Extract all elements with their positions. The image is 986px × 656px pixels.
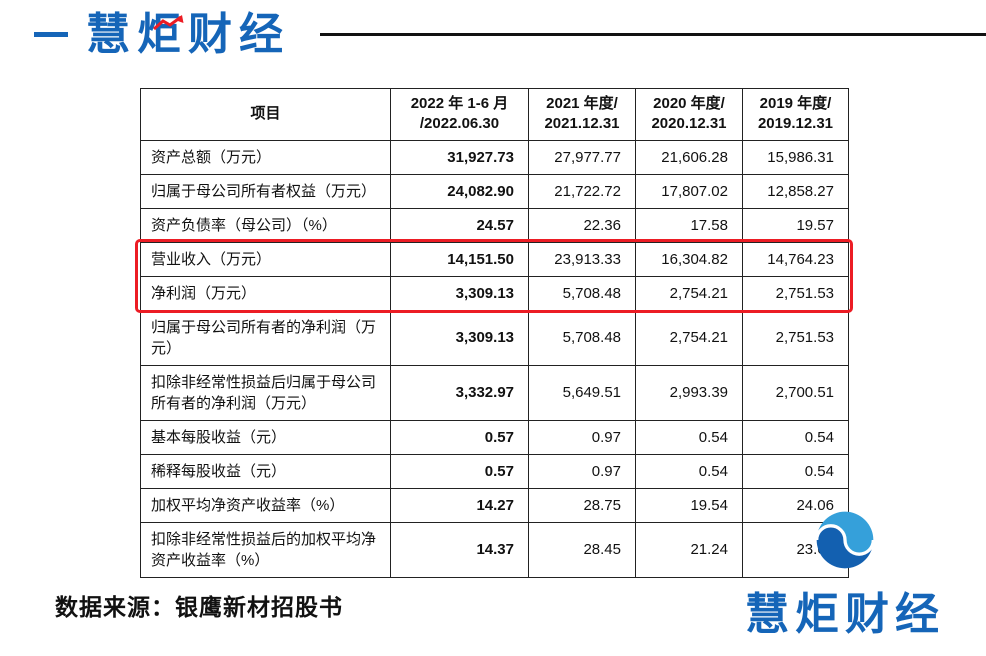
cell-value: 27,977.77	[528, 139, 636, 175]
col-header-period: 2020 年度/2020.12.31	[635, 88, 743, 141]
table-row: 稀释每股收益（元） 0.57 0.97 0.54 0.54	[140, 453, 849, 489]
cell-value: 24,082.90	[390, 173, 529, 209]
cell-value: 19.57	[742, 207, 849, 243]
masthead: 慧炬财经	[0, 8, 986, 68]
cell-value: 28.75	[528, 487, 636, 523]
brand-logo: 慧炬财经	[86, 8, 290, 64]
cell-value: 14,151.50	[390, 241, 529, 277]
table-row: 资产负债率（母公司）（%） 24.57 22.36 17.58 19.57	[140, 207, 849, 243]
header-rule	[320, 33, 986, 36]
table-row: 归属于母公司所有者的净利润（万元） 3,309.13 5,708.48 2,754.2…	[140, 309, 849, 366]
col-header-item: 项目	[140, 88, 391, 141]
cell-value: 21.24	[635, 521, 743, 578]
cell-value: 21,606.28	[635, 139, 743, 175]
row-label: 资产总额（万元）	[140, 139, 391, 175]
table-row: 加权平均净资产收益率（%） 14.27 28.75 19.54 24.06	[140, 487, 849, 523]
cell-value: 5,708.48	[528, 275, 636, 311]
cell-value: 0.54	[635, 453, 743, 489]
table-row: 资产总额（万元） 31,927.73 27,977.77 21,606.28 15,98…	[140, 139, 849, 175]
cell-value: 2,700.51	[742, 364, 849, 421]
cell-value: 0.97	[528, 419, 636, 455]
cell-value: 24.57	[390, 207, 529, 243]
cell-value: 14.27	[390, 487, 529, 523]
cell-value: 0.57	[390, 419, 529, 455]
cell-value: 2,754.21	[635, 309, 743, 366]
cell-value: 0.54	[742, 453, 849, 489]
cell-value: 0.97	[528, 453, 636, 489]
cell-value: 17,807.02	[635, 173, 743, 209]
col-header-period: 2019 年度/2019.12.31	[742, 88, 849, 141]
row-label: 扣除非经常性损益后归属于母公司所有者的净利润（万元）	[140, 364, 391, 421]
cell-value: 12,858.27	[742, 173, 849, 209]
cell-value: 0.54	[742, 419, 849, 455]
data-source-text: 数据来源：银鹰新材招股书	[55, 594, 343, 620]
cell-value: 31,927.73	[390, 139, 529, 175]
cell-value: 3,309.13	[390, 309, 529, 366]
footer-logo: 慧炬财经	[730, 506, 960, 642]
col-header-period: 2022 年 1-6 月/2022.06.30	[390, 88, 529, 141]
table-row: 扣除非经常性损益后的加权平均净资产收益率（%） 14.37 28.45 21.24 23…	[140, 521, 849, 578]
row-label: 营业收入（万元）	[140, 241, 391, 277]
cell-value: 16,304.82	[635, 241, 743, 277]
table-header-row: 项目 2022 年 1-6 月/2022.06.30 2021 年度/2021.12…	[140, 88, 849, 141]
row-label: 归属于母公司所有者权益（万元）	[140, 173, 391, 209]
cell-value: 2,754.21	[635, 275, 743, 311]
cell-value: 17.58	[635, 207, 743, 243]
cell-value: 3,332.97	[390, 364, 529, 421]
cell-value: 2,751.53	[742, 275, 849, 311]
cell-value: 22.36	[528, 207, 636, 243]
table-row: 基本每股收益（元） 0.57 0.97 0.54 0.54	[140, 419, 849, 455]
cell-value: 28.45	[528, 521, 636, 578]
cell-value: 2,993.39	[635, 364, 743, 421]
cell-value: 23,913.33	[528, 241, 636, 277]
financial-table: 项目 2022 年 1-6 月/2022.06.30 2021 年度/2021.12…	[140, 88, 849, 578]
cell-value: 0.54	[635, 419, 743, 455]
row-label: 加权平均净资产收益率（%）	[140, 487, 391, 523]
table-row: 归属于母公司所有者权益（万元） 24,082.90 21,722.72 17,807.…	[140, 173, 849, 209]
brand-dash	[34, 32, 68, 37]
brand-swirl-icon	[815, 511, 875, 569]
brand-logo-text: 慧炬财经	[86, 10, 290, 59]
footer-logo-text: 慧炬财经	[745, 590, 945, 639]
table-row: 净利润（万元） 3,309.13 5,708.48 2,754.21 2,751.53	[140, 275, 849, 311]
cell-value: 14.37	[390, 521, 529, 578]
col-header-period: 2021 年度/2021.12.31	[528, 88, 636, 141]
cell-value: 3,309.13	[390, 275, 529, 311]
table-row: 营业收入（万元） 14,151.50 23,913.33 16,304.82 14,76…	[140, 241, 849, 277]
row-label: 稀释每股收益（元）	[140, 453, 391, 489]
cell-value: 0.57	[390, 453, 529, 489]
row-label: 扣除非经常性损益后的加权平均净资产收益率（%）	[140, 521, 391, 578]
row-label: 资产负债率（母公司）（%）	[140, 207, 391, 243]
row-label: 基本每股收益（元）	[140, 419, 391, 455]
cell-value: 14,764.23	[742, 241, 849, 277]
cell-value: 15,986.31	[742, 139, 849, 175]
uptrend-arrow-icon	[153, 15, 184, 31]
cell-value: 21,722.72	[528, 173, 636, 209]
cell-value: 19.54	[635, 487, 743, 523]
table-row: 扣除非经常性损益后归属于母公司所有者的净利润（万元） 3,332.97 5,649.…	[140, 364, 849, 421]
row-label: 归属于母公司所有者的净利润（万元）	[140, 309, 391, 366]
cell-value: 2,751.53	[742, 309, 849, 366]
cell-value: 5,649.51	[528, 364, 636, 421]
financial-table-wrap: 项目 2022 年 1-6 月/2022.06.30 2021 年度/2021.12…	[135, 88, 853, 578]
row-label: 净利润（万元）	[140, 275, 391, 311]
cell-value: 5,708.48	[528, 309, 636, 366]
